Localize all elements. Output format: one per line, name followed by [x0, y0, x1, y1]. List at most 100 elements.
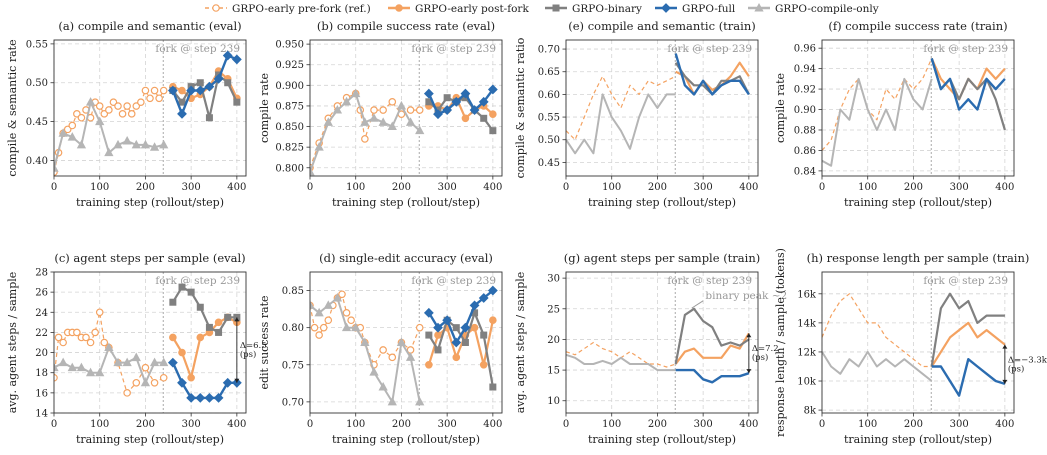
point-compile-only: [351, 88, 361, 98]
axes-frame: [821, 39, 1015, 177]
point-compile-only: [396, 337, 407, 346]
point-early-prefork: [68, 121, 77, 130]
x-tick-label: 100: [602, 419, 621, 430]
delta-arrow-head-up: [1002, 344, 1008, 349]
point-compile-only: [67, 132, 77, 141]
delta-arrow-head-down: [234, 378, 240, 383]
y-tick-label: 0.45: [538, 158, 560, 169]
point-binary: [233, 98, 241, 106]
point-compile-only: [85, 97, 96, 106]
panel-e: (e) compile and semantic (train) 0 100 200 3…: [514, 19, 759, 209]
y-axis-label: avg. agent steps / sample: [6, 272, 19, 414]
y-axis-label: compile & semantic ratio: [514, 37, 527, 178]
y-tick-label: 0.40: [26, 156, 48, 167]
y-tick-label: 0.88: [794, 125, 816, 136]
delta-arrow-head-down: [1002, 379, 1008, 384]
fork-label: fork @ step 239: [923, 275, 1008, 287]
panel-title: (h) response length per sample (train): [807, 251, 1030, 265]
point-full: [186, 392, 197, 403]
fork-label: fork @ step 239: [411, 275, 496, 287]
panel-title: (e) compile and semantic (train): [568, 19, 755, 33]
series-line-binary: [930, 292, 1005, 367]
y-tick-label: 15: [547, 366, 560, 377]
point-early-prefork: [361, 135, 369, 143]
point-early-prefork: [155, 94, 163, 103]
axes-frame: [53, 39, 247, 177]
point-binary: [480, 331, 488, 339]
panel-f: (f) compile success rate (train) 0 100 200 3…: [774, 19, 1015, 209]
point-binary: [169, 298, 177, 306]
point-early-prefork: [123, 389, 131, 397]
point-early-postfork: [489, 110, 497, 118]
point-compile-only: [332, 105, 343, 114]
y-tick-label: 0.900: [275, 81, 304, 92]
series-line-early-postfork: [930, 321, 1006, 368]
panel-b: (b) compile success rate (eval) 0 100 200 30…: [258, 19, 503, 209]
point-early-prefork: [132, 378, 141, 387]
x-axis-label: training step (rollout/step): [844, 433, 992, 446]
x-tick-label: 300: [182, 182, 201, 193]
point-full: [167, 85, 178, 96]
point-full: [487, 285, 498, 296]
axes-frame: [821, 271, 1015, 414]
series-line-early-postfork: [675, 61, 750, 96]
x-tick-label: 200: [904, 419, 923, 430]
point-binary: [224, 313, 232, 321]
point-early-prefork: [415, 323, 424, 332]
delta-arrow-head-up: [234, 317, 240, 322]
x-axis-label: training step (rollout/step): [588, 196, 736, 209]
y-tick-label: 0.94: [794, 64, 816, 75]
y-tick-label: 0.70: [282, 397, 304, 408]
y-tick-label: 28: [35, 268, 48, 279]
legend: GRPO-early pre-fork (ref.) GRPO-early pos…: [205, 2, 879, 15]
point-early-prefork: [342, 309, 351, 317]
legend-marker-early-prefork: [212, 4, 220, 12]
point-full: [451, 96, 462, 107]
delta-label-suffix: (ps): [1008, 363, 1024, 374]
y-tick-label: 0.60: [538, 90, 560, 101]
legend-label-binary: GRPO-binary: [572, 3, 642, 15]
y-tick-label: 20: [35, 348, 48, 359]
point-compile-only: [415, 396, 425, 406]
point-early-postfork: [479, 360, 488, 369]
point-early-prefork: [146, 94, 154, 103]
x-tick-label: 200: [648, 182, 667, 193]
point-compile-only: [360, 337, 370, 346]
point-early-postfork: [178, 86, 186, 95]
fork-label: fork @ step 239: [923, 43, 1008, 55]
point-full: [231, 54, 242, 65]
point-full: [222, 50, 233, 61]
x-tick-label: 0: [307, 182, 313, 193]
point-compile-only: [310, 300, 315, 309]
y-tick-label: 10k: [797, 377, 817, 388]
point-binary: [196, 303, 204, 311]
delta-arrow-head-up: [746, 333, 752, 338]
x-axis-label: training step (rollout/step): [844, 196, 992, 209]
panel-g: (g) agent steps per sample (train) 0 100 20…: [514, 251, 787, 446]
fork-label: fork @ step 239: [155, 275, 240, 287]
point-compile-only: [76, 362, 87, 372]
series-line-binary: [674, 307, 750, 365]
point-early-prefork: [150, 86, 159, 95]
point-compile-only: [58, 357, 68, 367]
series-line-compile-only: [310, 297, 421, 403]
x-tick-label: 100: [858, 419, 877, 430]
point-early-prefork: [137, 98, 145, 106]
point-binary: [224, 79, 232, 87]
point-compile-only: [378, 117, 388, 126]
point-compile-only: [159, 139, 169, 149]
legend-label-compile-only: GRPO-compile-only: [775, 3, 879, 15]
x-tick-label: 100: [90, 419, 109, 430]
series-line-binary: [171, 286, 237, 334]
y-tick-label: 0.96: [794, 44, 816, 55]
x-tick-label: 0: [307, 419, 313, 430]
point-compile-only: [159, 357, 169, 367]
y-tick-label: 0.850: [275, 122, 304, 133]
x-tick-label: 200: [136, 419, 155, 430]
point-early-prefork: [347, 316, 355, 325]
point-compile-only: [140, 377, 151, 387]
series-line-full: [171, 54, 238, 116]
series-line-full: [675, 368, 750, 384]
point-early-prefork: [379, 346, 387, 354]
